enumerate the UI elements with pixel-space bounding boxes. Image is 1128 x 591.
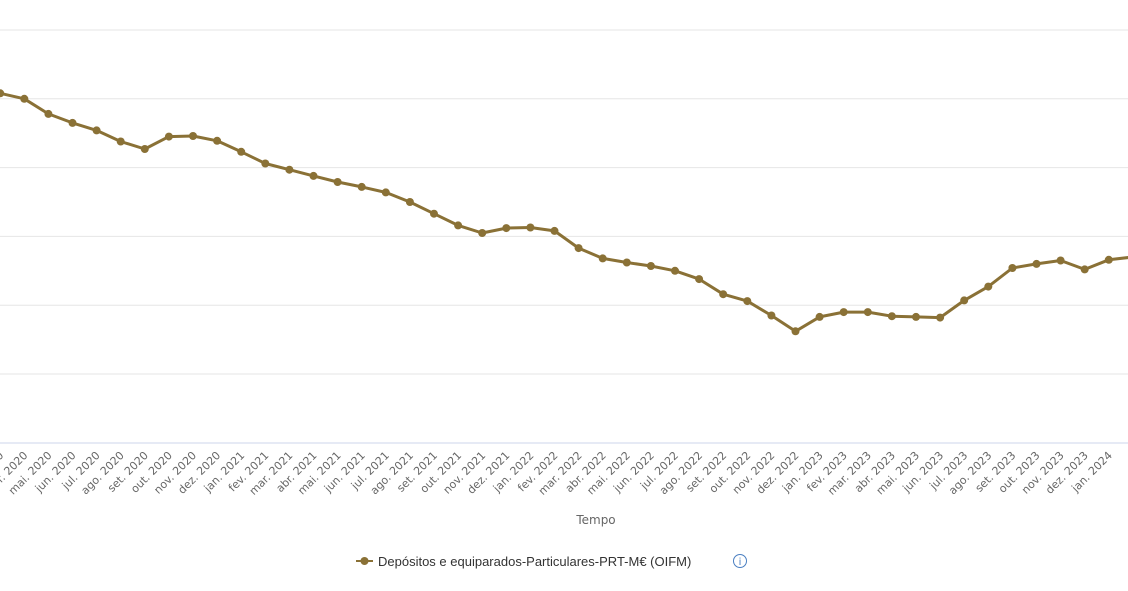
data-point[interactable] — [574, 244, 583, 253]
data-point[interactable] — [598, 254, 607, 263]
series-line — [0, 91, 1128, 333]
data-point[interactable] — [92, 126, 101, 135]
legend-marker-icon — [360, 557, 369, 565]
data-point[interactable] — [0, 89, 5, 98]
data-point[interactable] — [478, 229, 487, 237]
info-icon[interactable]: i — [733, 554, 747, 569]
data-point[interactable] — [671, 266, 679, 275]
data-point[interactable] — [213, 136, 222, 145]
data-point[interactable] — [960, 296, 969, 305]
data-point[interactable] — [68, 118, 77, 127]
data-point[interactable] — [430, 209, 438, 218]
data-point[interactable] — [622, 258, 631, 267]
data-point[interactable] — [405, 198, 414, 206]
data-point[interactable] — [1104, 255, 1113, 264]
data-point[interactable] — [912, 312, 920, 321]
data-point[interactable] — [237, 147, 246, 156]
data-point[interactable] — [839, 308, 848, 317]
svg-text:i: i — [739, 557, 742, 568]
data-point[interactable] — [116, 137, 125, 146]
data-point[interactable] — [791, 327, 800, 336]
data-point[interactable] — [936, 313, 945, 322]
legend[interactable]: Depósitos e equiparados-Particulares-PRT… — [356, 554, 747, 569]
data-point[interactable] — [454, 221, 463, 230]
data-point[interactable] — [743, 297, 752, 306]
x-axis-title: Tempo — [575, 513, 615, 527]
legend-label: Depósitos e equiparados-Particulares-PRT… — [378, 554, 691, 569]
data-point[interactable] — [1056, 256, 1065, 265]
data-point[interactable] — [164, 132, 173, 141]
data-point[interactable] — [815, 312, 824, 321]
data-point[interactable] — [285, 165, 294, 174]
data-point[interactable] — [20, 94, 29, 103]
data-point[interactable] — [502, 224, 511, 233]
data-point[interactable] — [887, 312, 896, 321]
data-point[interactable] — [357, 182, 366, 191]
data-point[interactable] — [309, 171, 318, 180]
data-point[interactable] — [863, 308, 872, 317]
data-point[interactable] — [44, 109, 53, 118]
grid-lines — [0, 29, 1128, 375]
data-point[interactable] — [550, 226, 559, 235]
data-point[interactable] — [526, 223, 535, 232]
data-point[interactable] — [695, 275, 704, 284]
data-point[interactable] — [1080, 265, 1089, 274]
data-point[interactable] — [1008, 264, 1017, 272]
data-point[interactable] — [261, 159, 270, 168]
data-point[interactable] — [333, 178, 342, 186]
data-point[interactable] — [984, 282, 993, 291]
series-group — [0, 89, 1128, 336]
data-point[interactable] — [646, 262, 655, 270]
data-point[interactable] — [189, 132, 197, 140]
data-point[interactable] — [767, 311, 776, 320]
data-point[interactable] — [140, 145, 149, 153]
data-point[interactable] — [719, 290, 728, 299]
data-point[interactable] — [1032, 259, 1041, 268]
data-point[interactable] — [381, 188, 390, 197]
